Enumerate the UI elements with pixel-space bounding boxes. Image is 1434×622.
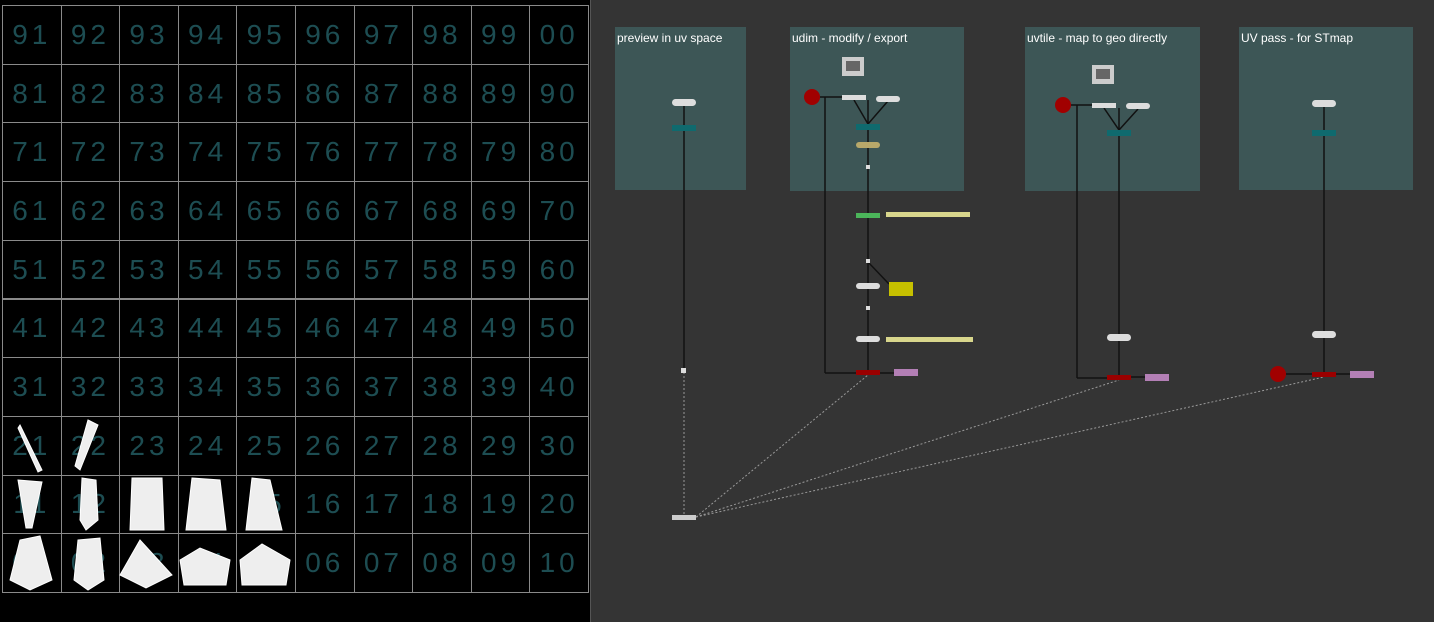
udim-tile: 79 <box>470 122 531 183</box>
udim-tile: 53 <box>119 239 179 300</box>
backdrop-label: udim - modify / export <box>792 31 908 45</box>
wireframe <box>73 537 105 591</box>
udim-tile: 99 <box>470 5 531 65</box>
wireframe <box>185 477 227 531</box>
udim-tile: 81 <box>2 63 62 124</box>
nodes[interactable] <box>672 57 1374 520</box>
udim-tile: 93 <box>119 5 179 65</box>
backdrop[interactable] <box>1239 27 1413 190</box>
backdrop-label: preview in uv space <box>617 31 723 45</box>
udim-tile: 54 <box>177 239 238 300</box>
wireframe <box>239 543 291 586</box>
wireframe <box>17 479 43 529</box>
udim-tile: 08 <box>412 533 472 593</box>
wireframe <box>179 547 231 586</box>
udim-tile: 25 <box>236 415 296 476</box>
udim-tile: 10 <box>529 533 589 593</box>
udim-tile: 07 <box>353 533 414 593</box>
udim-tile: 20 <box>529 474 589 535</box>
udim-tile: 84 <box>177 63 238 124</box>
backdrop-label: uvtile - map to geo directly <box>1027 31 1167 45</box>
wireframe <box>129 477 165 531</box>
uv-wireframes <box>9 419 291 591</box>
node-graph: preview in uv space udim - modify / expo… <box>615 27 1413 520</box>
udim-tile: 41 <box>2 298 62 359</box>
wireframe <box>74 419 99 471</box>
backdrop[interactable] <box>615 27 746 190</box>
udim-tile: 44 <box>177 298 238 359</box>
wireframe <box>245 477 283 531</box>
backdrop-label: UV pass - for STmap <box>1241 31 1353 45</box>
dotted-pipes <box>683 372 1325 518</box>
wireframe <box>17 423 43 473</box>
backdrop[interactable] <box>790 27 964 191</box>
backdrop[interactable] <box>1025 27 1200 191</box>
udim-tile: 96 <box>295 5 355 65</box>
wireframe <box>79 477 99 531</box>
wireframe <box>119 539 173 589</box>
wireframe <box>9 535 53 591</box>
udim-tile: 50 <box>529 298 589 359</box>
viewer: 91 92 93 94 95 96 97 98 99 00 81 82 83 84 85 86 87 88 89 90… <box>0 0 591 622</box>
udim-tile: 89 <box>470 63 531 124</box>
udim-tile: 57 <box>353 239 414 300</box>
